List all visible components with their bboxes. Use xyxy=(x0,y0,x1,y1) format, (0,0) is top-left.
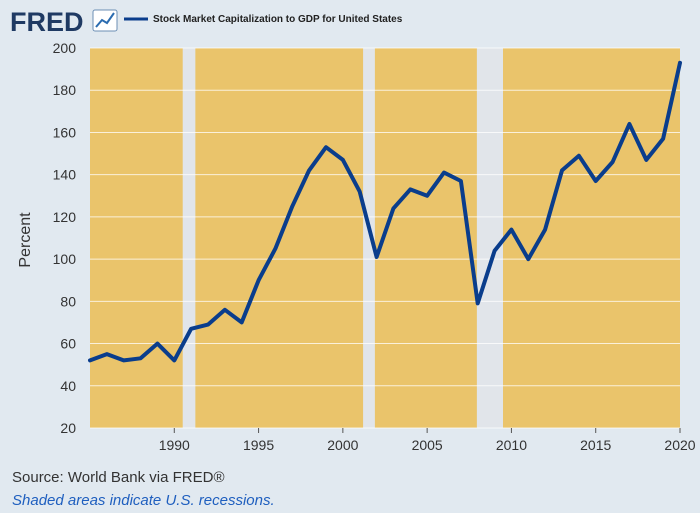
recession-band-0 xyxy=(182,48,196,428)
series-group xyxy=(88,60,683,363)
data-point-2020[interactable] xyxy=(678,60,683,65)
data-point-2001[interactable] xyxy=(357,189,362,194)
y-tick-label: 160 xyxy=(53,124,77,140)
legend-label[interactable]: Stock Market Capitalization to GDP for U… xyxy=(153,14,403,25)
y-tick-label: 80 xyxy=(60,293,76,309)
y-tick-label: 20 xyxy=(60,420,76,436)
series-line-0[interactable] xyxy=(88,60,682,363)
data-point-1993[interactable] xyxy=(222,307,227,312)
source-text: Source: World Bank via FRED® xyxy=(12,469,225,486)
fred-logo[interactable]: FRED xyxy=(10,7,84,37)
data-point-1987[interactable] xyxy=(121,358,126,363)
data-point-1997[interactable] xyxy=(290,204,295,209)
y-tick-label: 100 xyxy=(53,251,77,267)
y-tick-label: 120 xyxy=(53,209,77,225)
y-tick-label: 200 xyxy=(53,40,77,56)
y-axis: 20 40 60 80 100 120 140 160 180 200 xyxy=(53,40,77,436)
data-point-2003[interactable] xyxy=(391,206,396,211)
x-tick-label: 2010 xyxy=(496,437,527,453)
data-point-1990[interactable] xyxy=(172,358,177,363)
data-point-1999[interactable] xyxy=(324,145,329,150)
x-axis: 1990 1995 2000 2005 2010 2015 2020 xyxy=(159,428,696,453)
data-point-1992[interactable] xyxy=(206,322,211,327)
data-point-2005[interactable] xyxy=(425,193,430,198)
data-point-2017[interactable] xyxy=(627,122,632,127)
x-tick-label: 2015 xyxy=(580,437,611,453)
data-point-2012[interactable] xyxy=(543,227,548,232)
x-tick-label: 2020 xyxy=(664,437,695,453)
y-axis-label: Percent xyxy=(17,212,34,268)
recession-band-1 xyxy=(363,48,375,428)
recession-note: Shaded areas indicate U.S. recessions. xyxy=(12,492,275,509)
data-point-2007[interactable] xyxy=(458,179,463,184)
recession-band-2 xyxy=(476,48,503,428)
x-tick-label: 2000 xyxy=(327,437,358,453)
data-point-2015[interactable] xyxy=(593,179,598,184)
data-point-2018[interactable] xyxy=(644,157,649,162)
data-point-2008[interactable] xyxy=(475,301,480,306)
data-point-1994[interactable] xyxy=(239,320,244,325)
recession-bands xyxy=(182,48,503,428)
x-tick-label: 2005 xyxy=(412,437,443,453)
data-point-2009[interactable] xyxy=(492,248,497,253)
data-point-1988[interactable] xyxy=(138,356,143,361)
data-point-1995[interactable] xyxy=(256,278,261,283)
data-point-2010[interactable] xyxy=(509,227,514,232)
data-point-1986[interactable] xyxy=(104,352,109,357)
x-tick-label: 1995 xyxy=(243,437,274,453)
y-tick-label: 60 xyxy=(60,336,76,352)
gridlines xyxy=(90,47,680,429)
data-point-1989[interactable] xyxy=(155,341,160,346)
data-point-2011[interactable] xyxy=(526,257,531,262)
data-point-1996[interactable] xyxy=(273,246,278,251)
y-tick-label: 140 xyxy=(53,167,77,183)
data-point-2016[interactable] xyxy=(610,160,615,165)
data-point-2014[interactable] xyxy=(576,153,581,158)
data-point-2004[interactable] xyxy=(408,187,413,192)
graph-icon xyxy=(92,9,118,32)
y-tick-label: 40 xyxy=(60,378,76,394)
x-tick-label: 1990 xyxy=(159,437,190,453)
y-tick-label: 180 xyxy=(53,82,77,98)
data-point-2000[interactable] xyxy=(340,157,345,162)
data-point-1998[interactable] xyxy=(307,168,312,173)
data-point-1991[interactable] xyxy=(189,326,194,331)
data-point-2019[interactable] xyxy=(661,136,666,141)
data-point-2013[interactable] xyxy=(560,168,565,173)
data-point-2006[interactable] xyxy=(442,170,447,175)
data-point-2002[interactable] xyxy=(374,255,379,260)
data-point-1985[interactable] xyxy=(88,358,93,363)
